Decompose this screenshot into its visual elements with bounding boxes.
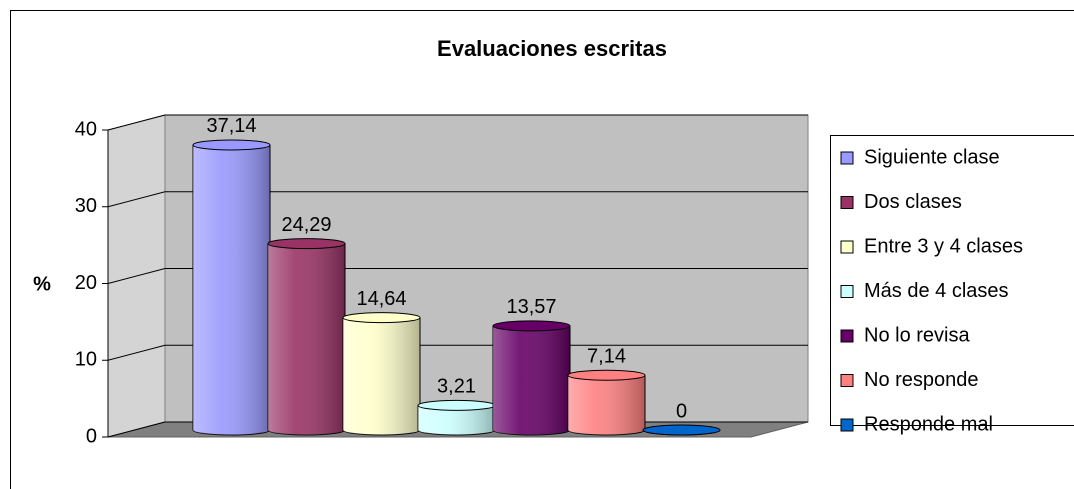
legend-swatch (840, 374, 854, 387)
legend-swatch (840, 151, 854, 165)
grid-line-side (107, 344, 166, 361)
value-label: 13,57 (506, 296, 556, 318)
legend (830, 135, 1074, 426)
y-axis-label: % (33, 273, 51, 295)
bar-top (267, 238, 346, 250)
value-label: 14,64 (356, 288, 406, 310)
legend-label: No lo revisa (864, 324, 970, 346)
bar-shade (193, 144, 270, 435)
bar-top (417, 399, 496, 411)
bar-top (192, 139, 271, 151)
chart-title: Evaluaciones escritas (437, 36, 667, 61)
chart-border (10, 10, 1074, 489)
bar-top (342, 312, 421, 324)
legend-label: Entre 3 y 4 clases (864, 235, 1023, 257)
grid-line-side (107, 421, 166, 438)
bar-shade (268, 243, 345, 435)
legend-swatch (840, 196, 854, 209)
value-label: 37,14 (206, 115, 256, 137)
y-tick-label: 0 (86, 425, 97, 447)
legend-label: No responde (864, 369, 979, 391)
value-label: 0 (676, 400, 687, 422)
bar-top (492, 320, 571, 332)
y-tick-label: 10 (75, 349, 97, 371)
y-tick-label: 30 (75, 195, 97, 217)
legend-swatch (840, 418, 854, 432)
bar-shade (343, 317, 420, 435)
y-tick-label: 40 (75, 118, 97, 140)
legend-swatch (840, 285, 854, 298)
grid-line-side (107, 268, 166, 284)
value-label: 7,14 (587, 345, 626, 367)
bar-shade (568, 375, 645, 435)
legend-label: Más de 4 clases (864, 280, 1009, 302)
value-label: 24,29 (281, 214, 331, 236)
legend-label: Siguiente clase (864, 146, 1000, 168)
grid-line-side (107, 191, 166, 208)
legend-label: Responde mal (864, 413, 993, 435)
y-tick-label: 20 (75, 272, 97, 294)
grid-line-side (107, 114, 166, 131)
bar-top (567, 369, 646, 381)
bar-shade (418, 405, 495, 435)
legend-swatch (840, 240, 854, 254)
bar-shade (493, 325, 570, 435)
legend-swatch (840, 329, 854, 343)
legend-label: Dos clases (864, 191, 962, 213)
bar-top (642, 424, 721, 436)
value-label: 3,21 (437, 376, 476, 398)
